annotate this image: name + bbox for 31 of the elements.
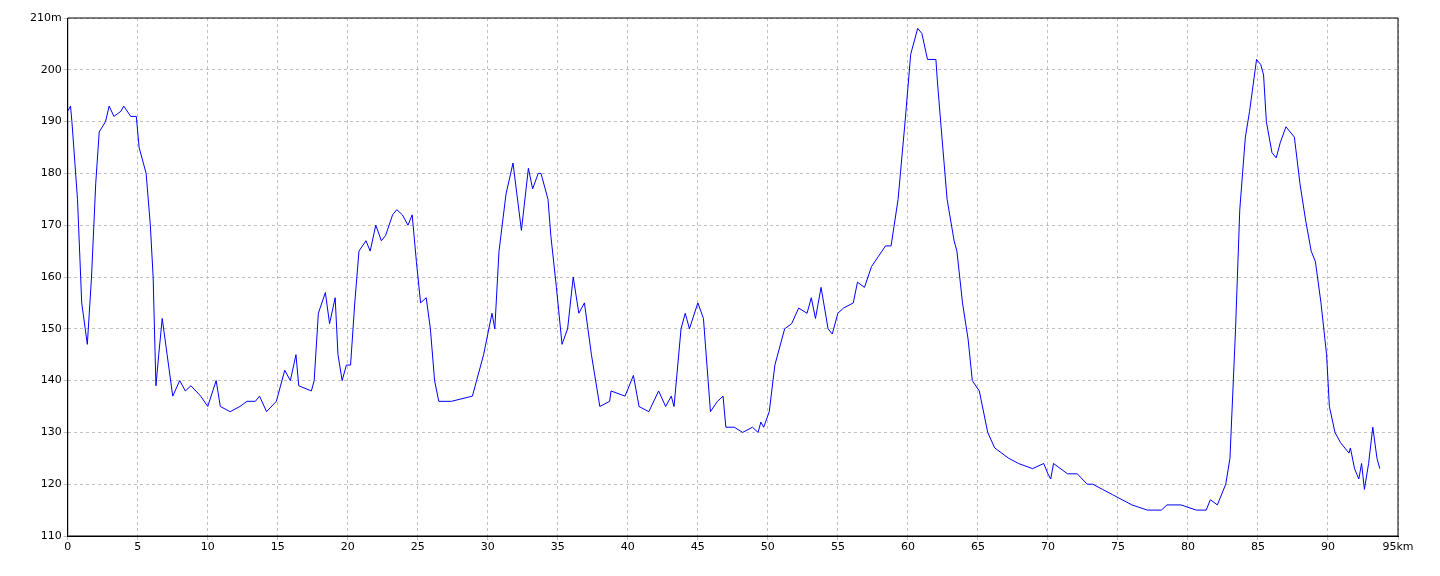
x-tick-label: 85 <box>1250 540 1265 554</box>
y-tick-label: 130 <box>40 425 62 439</box>
x-tick-label: 5 <box>134 540 142 554</box>
y-tick-label: 170 <box>40 218 62 232</box>
x-tick-label: 55 <box>830 540 845 554</box>
x-tick-label: 60 <box>900 540 915 554</box>
x-tick-label: 95km <box>1382 540 1414 554</box>
y-tick-label: 150 <box>40 321 62 335</box>
y-tick-label: 200 <box>40 62 62 76</box>
x-tick-label: 30 <box>480 540 495 554</box>
x-tick-label: 40 <box>620 540 635 554</box>
x-tick-label: 80 <box>1180 540 1195 554</box>
x-tick-label: 0 <box>64 540 72 554</box>
y-tick-label: 180 <box>40 166 62 180</box>
x-tick-label: 50 <box>760 540 775 554</box>
y-tick-label: 140 <box>40 373 62 387</box>
y-tick-label: 190 <box>40 114 62 128</box>
x-tick-label: 65 <box>970 540 985 554</box>
x-tick-label: 70 <box>1040 540 1055 554</box>
x-tick-label: 15 <box>270 540 285 554</box>
x-tick-label: 75 <box>1110 540 1125 554</box>
y-tick-label: 110 <box>40 528 62 542</box>
y-tick-label: 160 <box>40 269 62 283</box>
x-tick-label: 35 <box>550 540 565 554</box>
y-tick-label: 210m <box>29 10 62 24</box>
y-tick-label: 120 <box>40 477 62 491</box>
x-tick-label: 45 <box>690 540 705 554</box>
x-tick-label: 25 <box>410 540 425 554</box>
x-tick-label: 20 <box>340 540 355 554</box>
x-tick-label: 90 <box>1320 540 1335 554</box>
x-tick-label: 10 <box>200 540 215 554</box>
